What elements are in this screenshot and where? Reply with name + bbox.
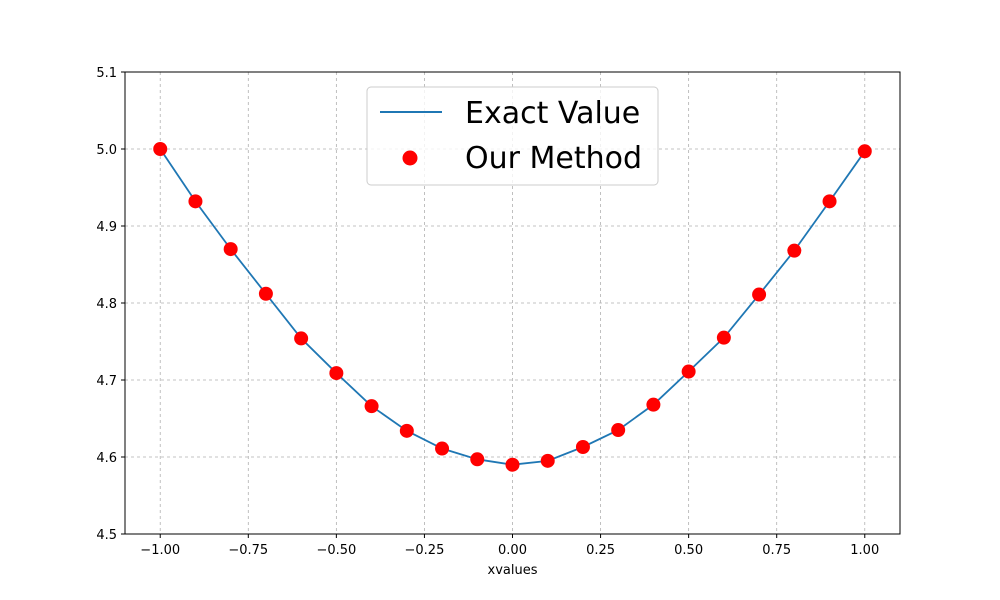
- our-method-point: [188, 194, 203, 209]
- y-tick-label: 4.8: [96, 297, 117, 312]
- legend-dot-marker: [402, 150, 418, 166]
- our-method-point: [258, 286, 273, 301]
- our-method-point: [646, 397, 661, 412]
- y-tick-label: 4.9: [96, 220, 117, 235]
- x-tick-label: 0.25: [586, 543, 615, 558]
- x-axis: −1.00 −0.75 −0.50 −0.25 0.00 0.25 0.50 0.75 1.00: [140, 534, 879, 558]
- our-method-point: [470, 452, 485, 467]
- our-method-point: [822, 194, 837, 209]
- legend: Exact Value Our Method: [366, 86, 659, 186]
- x-tick-label: −0.25: [405, 543, 445, 558]
- our-method-point: [294, 331, 309, 346]
- our-method-point: [540, 453, 555, 468]
- x-tick-label: 0.50: [674, 543, 703, 558]
- y-tick-label: 4.5: [96, 528, 117, 543]
- legend-label-our-method: Our Method: [465, 141, 642, 176]
- x-tick-label: −0.75: [228, 543, 268, 558]
- x-axis-label: xvalues: [488, 563, 538, 578]
- our-method-point: [857, 144, 872, 159]
- y-tick-label: 4.6: [96, 451, 117, 466]
- our-method-point: [223, 242, 238, 257]
- our-method-point: [611, 423, 626, 438]
- our-method-series: [153, 142, 872, 472]
- our-method-point: [399, 423, 414, 438]
- our-method-point: [435, 441, 450, 456]
- x-tick-label: −0.50: [316, 543, 356, 558]
- our-method-point: [681, 364, 696, 379]
- x-tick-label: 0.75: [762, 543, 791, 558]
- our-method-point: [364, 399, 379, 414]
- y-tick-label: 5.0: [96, 143, 117, 158]
- y-axis: 4.5 4.6 4.7 4.8 4.9 5.0 5.1: [96, 66, 125, 543]
- our-method-point: [505, 457, 520, 472]
- our-method-point: [752, 287, 767, 302]
- x-tick-label: 0.00: [498, 543, 527, 558]
- our-method-point: [575, 439, 590, 454]
- y-tick-label: 5.1: [96, 66, 117, 81]
- y-tick-label: 4.7: [96, 374, 117, 389]
- our-method-point: [716, 330, 731, 345]
- grid: [125, 71, 900, 535]
- our-method-point: [787, 243, 802, 258]
- our-method-point: [153, 142, 168, 156]
- our-method-point: [329, 366, 344, 381]
- x-tick-label: −1.00: [140, 543, 180, 558]
- x-tick-label: 1.00: [850, 543, 879, 558]
- legend-label-exact-value: Exact Value: [465, 96, 640, 131]
